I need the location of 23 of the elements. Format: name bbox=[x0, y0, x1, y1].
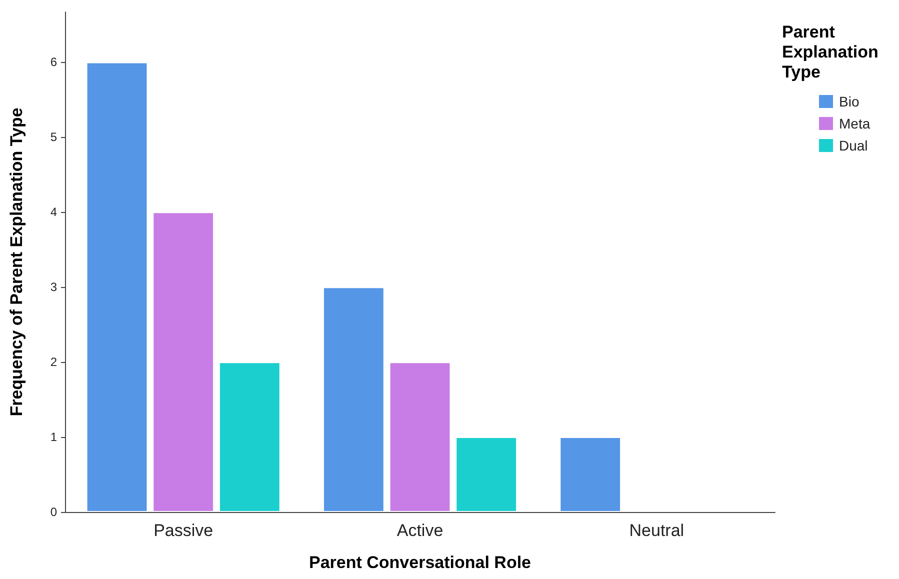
bar bbox=[456, 437, 518, 512]
bar bbox=[389, 362, 451, 512]
y-tick-label: 3 bbox=[50, 280, 58, 294]
y-tick-label: 2 bbox=[50, 355, 58, 370]
x-tick-label: Passive bbox=[154, 521, 214, 540]
bar bbox=[218, 362, 280, 512]
bar bbox=[152, 212, 214, 512]
bar bbox=[86, 62, 148, 512]
y-tick-label: 6 bbox=[50, 55, 58, 70]
y-tick-label: 4 bbox=[50, 205, 58, 220]
y-axis-title: Frequency of Parent Explanation Type bbox=[7, 108, 26, 416]
y-tick-label: 1 bbox=[50, 430, 58, 444]
y-tick-label: 0 bbox=[50, 505, 58, 519]
bar bbox=[322, 287, 384, 512]
legend-label: Bio bbox=[839, 94, 860, 110]
x-tick-label: Active bbox=[396, 521, 444, 540]
legend-title: Parent Explanation Type bbox=[782, 22, 884, 82]
bar bbox=[560, 437, 622, 512]
legend-label: Meta bbox=[839, 116, 870, 132]
legend-label: Dual bbox=[839, 138, 868, 154]
x-tick-label: Neutral bbox=[629, 521, 684, 540]
y-tick-label: 5 bbox=[50, 130, 58, 144]
x-axis-title: Parent Conversational Role bbox=[308, 553, 532, 572]
